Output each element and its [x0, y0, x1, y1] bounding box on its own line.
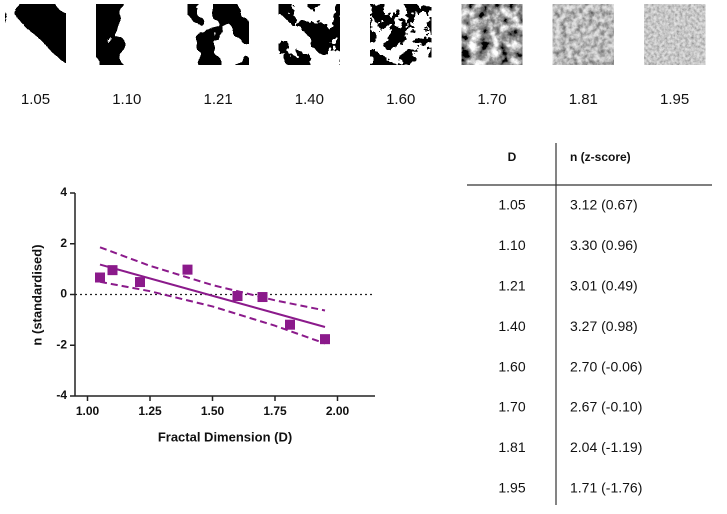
data-point — [182, 264, 193, 275]
thumbnail-label: 1.21 — [203, 91, 232, 108]
table-cell: 2.04 (-1.19) — [570, 439, 642, 455]
x-tick-label: 2.00 — [326, 404, 350, 418]
fit-line — [99, 263, 326, 328]
y-tick-label: -2 — [56, 337, 67, 351]
thumbnail-label: 1.60 — [386, 91, 415, 108]
thumbnail-image — [644, 4, 706, 65]
x-axis-title: Fractal Dimension (D) — [158, 429, 292, 444]
data-point — [320, 334, 330, 345]
x-tick-label: 1.75 — [263, 404, 287, 418]
data-point — [95, 272, 105, 283]
thumbnail-image — [552, 4, 614, 65]
chart: n (standardised) Fractal Dimension (D) -… — [29, 185, 375, 444]
table-cell: 3.27 (0.98) — [570, 318, 638, 334]
thumbnail-label: 1.40 — [295, 91, 324, 108]
x-tick-label: 1.25 — [138, 404, 162, 418]
thumbnail-label: 1.10 — [112, 91, 141, 108]
data-point — [285, 319, 295, 330]
table-cell: 1.10 — [498, 237, 525, 253]
y-axis-title: n (standardised) — [29, 244, 44, 345]
thumbnail-image — [278, 4, 340, 65]
table-cell: 1.05 — [498, 197, 525, 213]
confidence-band-upper — [99, 246, 326, 312]
thumbnail-label: 1.81 — [569, 91, 598, 108]
thumbnail-image — [5, 4, 66, 65]
thumbnail-image — [370, 4, 432, 65]
thumbnail-label: 1.95 — [660, 91, 689, 108]
table-cell: 1.95 — [498, 480, 525, 496]
y-tick-label: 4 — [60, 185, 67, 199]
table-header: n (z-score) — [570, 150, 631, 164]
thumbnail-label: 1.05 — [21, 91, 50, 108]
data-point — [107, 265, 118, 276]
table-cell: 2.70 (-0.06) — [570, 358, 642, 374]
thumbnail-row: 1.05 1.10 1.21 1.40 1.60 1.70 1.81 1.95 — [5, 4, 706, 108]
table-cell: 1.81 — [498, 439, 525, 455]
table-cell: 3.30 (0.96) — [570, 237, 638, 253]
thumbnail-image — [96, 4, 158, 65]
table-cell: 1.70 — [498, 399, 525, 415]
table-cell: 1.21 — [498, 278, 525, 294]
data-point — [257, 292, 268, 303]
thumbnail-image — [461, 4, 523, 65]
x-tick-label: 1.50 — [201, 404, 225, 418]
y-tick-label: -4 — [56, 388, 67, 402]
table-cell: 3.01 (0.49) — [570, 278, 638, 294]
y-tick-label: 0 — [60, 287, 67, 301]
data-point — [135, 277, 145, 288]
data-point — [232, 291, 243, 302]
table-header: D — [508, 150, 517, 164]
table-cell: 3.12 (0.67) — [570, 197, 638, 213]
table-cell: 1.71 (-1.76) — [570, 480, 642, 496]
y-tick-label: 2 — [60, 236, 67, 250]
table-cell: 1.40 — [498, 318, 525, 334]
thumbnail-image — [187, 4, 249, 65]
table-cell: 2.67 (-0.10) — [570, 399, 642, 415]
thumbnail-label: 1.70 — [477, 91, 506, 108]
confidence-band-lower — [99, 280, 326, 345]
table-cell: 1.60 — [498, 358, 525, 374]
x-tick-label: 1.00 — [76, 404, 100, 418]
